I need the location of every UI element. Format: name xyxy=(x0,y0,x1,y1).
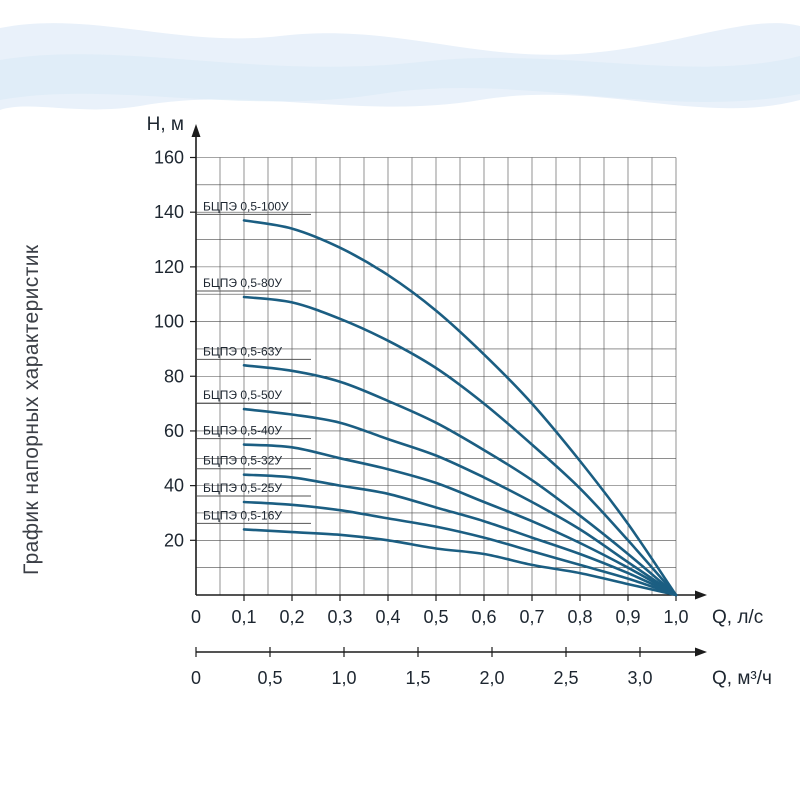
pump-curve xyxy=(242,528,678,597)
series-label: БЦПЭ 0,5-32У xyxy=(203,454,282,468)
x-axis-title: Q, л/с xyxy=(712,607,763,628)
x-tick-label: 0 xyxy=(191,607,201,627)
x-tick-label: 1,0 xyxy=(663,607,688,627)
x-tick-label: 0,9 xyxy=(615,607,640,627)
x-tick-label: 0,2 xyxy=(279,607,304,627)
y-tick-label: 160 xyxy=(154,148,184,168)
pump-curve xyxy=(242,443,678,597)
x-tick-label: 0,3 xyxy=(327,607,352,627)
x-tick-label: 0,7 xyxy=(519,607,544,627)
pump-curve xyxy=(242,473,678,597)
y-tick-label: 20 xyxy=(164,530,184,550)
x2-axis-arrow xyxy=(695,647,707,657)
y-tick-label: 100 xyxy=(154,312,184,332)
series-label: БЦПЭ 0,5-25У xyxy=(203,481,282,495)
series-label: БЦПЭ 0,5-100У xyxy=(203,199,289,213)
y-axis-title: H, м xyxy=(147,114,184,135)
x-tick-label: 0,8 xyxy=(567,607,592,627)
x2-axis-title: Q, м³/ч xyxy=(712,668,772,689)
x-axis-arrow xyxy=(695,590,707,600)
y-tick-label: 60 xyxy=(164,421,184,441)
decorative-wave xyxy=(0,23,800,110)
y-axis-arrow xyxy=(191,124,201,137)
y-tick-label: 80 xyxy=(164,366,184,386)
y-tick-label: 140 xyxy=(154,202,184,222)
x2-tick-label: 3,0 xyxy=(627,668,652,688)
pump-curve xyxy=(242,364,678,597)
x-tick-label: 0,1 xyxy=(231,607,256,627)
pump-curve xyxy=(242,407,678,597)
series-label: БЦПЭ 0,5-16У xyxy=(203,508,282,522)
wave-shape-front xyxy=(0,54,800,102)
pump-curve xyxy=(242,500,678,597)
x2-tick-label: 1,5 xyxy=(405,668,430,688)
x-tick-label: 0,6 xyxy=(471,607,496,627)
pump-curve xyxy=(242,219,678,597)
pump-curve xyxy=(242,295,678,597)
series-label: БЦПЭ 0,5-63У xyxy=(203,344,282,358)
x-tick-label: 0,5 xyxy=(423,607,448,627)
series-label: БЦПЭ 0,5-80У xyxy=(203,276,282,290)
x2-tick-label: 0,5 xyxy=(257,668,282,688)
series-label: БЦПЭ 0,5-50У xyxy=(203,388,282,402)
x2-tick-label: 0 xyxy=(191,668,201,688)
series-label: БЦПЭ 0,5-40У xyxy=(203,424,282,438)
x2-tick-label: 2,0 xyxy=(479,668,504,688)
y-tick-label: 120 xyxy=(154,257,184,277)
x2-tick-label: 2,5 xyxy=(553,668,578,688)
x2-tick-label: 1,0 xyxy=(331,668,356,688)
x-tick-label: 0,4 xyxy=(375,607,400,627)
y-tick-label: 40 xyxy=(164,476,184,496)
